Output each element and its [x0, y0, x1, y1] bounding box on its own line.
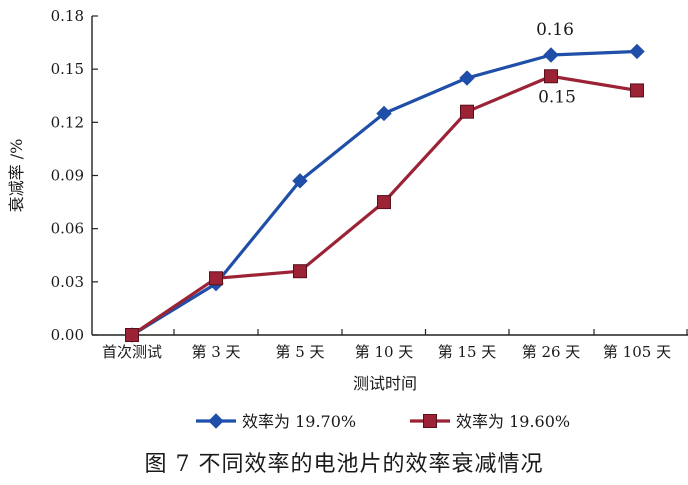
x-tick-label: 第 3 天: [191, 343, 240, 361]
legend-label-2: 效率为 19.60%: [456, 412, 570, 431]
y-tick-label: 0.15: [51, 60, 84, 78]
y-tick-label: 0.12: [51, 113, 84, 131]
x-tick-label: 首次测试: [102, 343, 162, 361]
series-2-point: [460, 104, 474, 119]
x-tick-label: 第 26 天: [522, 343, 581, 361]
data-label: 0.16: [536, 20, 574, 40]
series-2-point: [209, 271, 223, 286]
x-tick-label: 第 105 天: [603, 343, 671, 361]
series-1-point: [543, 47, 559, 63]
series-2-point: [377, 195, 391, 210]
series-1-point: [376, 105, 392, 122]
legend-marker-1: [208, 413, 224, 429]
legend-label-1: 效率为 19.70%: [242, 412, 356, 431]
figure-caption: 图 7 不同效率的电池片的效率衰减情况: [144, 452, 544, 477]
x-tick-label: 第 10 天: [355, 343, 414, 361]
y-tick-label: 0.18: [51, 7, 84, 25]
y-tick-label: 0.09: [51, 167, 84, 185]
series-2-point: [293, 264, 307, 279]
x-tick-label: 第 5 天: [275, 343, 324, 361]
y-tick-label: 0.06: [51, 220, 84, 238]
series-2-point: [125, 328, 139, 342]
series-1-point: [459, 70, 475, 86]
series-1-point: [292, 173, 308, 189]
y-axis-title: 衰减率 /%: [7, 139, 26, 213]
y-tick-label: 0.00: [51, 326, 84, 344]
series-2-point: [630, 83, 644, 98]
series-2-point: [544, 69, 558, 84]
legend-marker-2: [423, 414, 437, 428]
x-tick-label: 第 15 天: [438, 343, 497, 361]
y-tick-label: 0.03: [51, 273, 84, 291]
series-1-point: [629, 43, 645, 60]
data-label: 0.15: [538, 87, 576, 107]
x-axis-title: 测试时间: [353, 374, 417, 393]
